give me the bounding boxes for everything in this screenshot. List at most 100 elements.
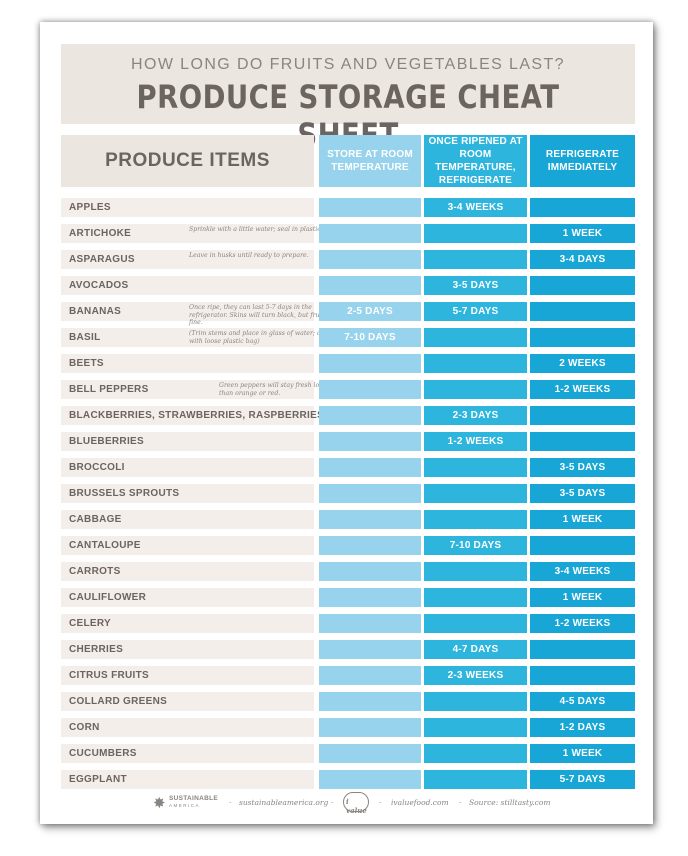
- table-row: COLLARD GREENS 4-5 DAYS: [0, 692, 688, 711]
- separator-dot: ·: [331, 798, 334, 807]
- produce-item-name: BASIL: [69, 332, 101, 343]
- table-row: CELERY 1-2 WEEKS: [0, 614, 688, 633]
- storage-tip-note: Once ripe, they can last 5-7 days in the…: [189, 304, 347, 326]
- ripened-refrigerate-cell: 3-5 DAYS: [424, 276, 527, 295]
- produce-item-name: CABBAGE: [69, 514, 122, 525]
- refrigerate-immediately-cell: 3-4 WEEKS: [530, 562, 635, 581]
- produce-item-name: CAULIFLOWER: [69, 592, 147, 603]
- room-temperature-cell: [319, 640, 421, 659]
- ivaluefood-logo: i value: [343, 792, 369, 815]
- ripened-refrigerate-cell: [424, 224, 527, 243]
- produce-item-cell: COLLARD GREENS: [61, 692, 314, 711]
- table-row: CITRUS FRUITS 2-3 WEEKS: [0, 666, 688, 685]
- ripened-refrigerate-cell: [424, 328, 527, 347]
- refrigerate-immediately-cell: [530, 432, 635, 451]
- table-row: CANTALOUPE 7-10 DAYS: [0, 536, 688, 555]
- produce-item-name: BLACKBERRIES, STRAWBERRIES, RASPBERRIES: [69, 410, 325, 421]
- produce-item-cell: BASIL (Trim stems and place in glass of w…: [61, 328, 334, 347]
- ripened-refrigerate-cell: 5-7 DAYS: [424, 302, 527, 321]
- refrigerate-immediately-cell: [530, 640, 635, 659]
- room-temperature-cell: [319, 666, 421, 685]
- refrigerate-immediately-cell: 2 WEEKS: [530, 354, 635, 373]
- produce-item-name: CHERRIES: [69, 644, 124, 655]
- produce-item-cell: BLUEBERRIES: [61, 432, 314, 451]
- produce-item-name: COLLARD GREENS: [69, 696, 168, 707]
- refrigerate-immediately-cell: [530, 328, 635, 347]
- table-row: CABBAGE 1 WEEK: [0, 510, 688, 529]
- storage-tip-note: Green peppers will stay fresh longer tha…: [219, 382, 334, 397]
- table-row: APPLES 3-4 WEEKS: [0, 198, 688, 217]
- produce-item-cell: APPLES: [61, 198, 314, 217]
- room-temperature-cell: [319, 562, 421, 581]
- table-row: CAULIFLOWER 1 WEEK: [0, 588, 688, 607]
- storage-tip-note: Leave in husks until ready to prepare.: [189, 252, 309, 259]
- refrigerate-immediately-cell: 3-5 DAYS: [530, 484, 635, 503]
- ripened-refrigerate-cell: [424, 458, 527, 477]
- produce-item-cell: BLACKBERRIES, STRAWBERRIES, RASPBERRIES: [61, 406, 324, 425]
- produce-item-name: AVOCADOS: [69, 280, 129, 291]
- ripened-refrigerate-cell: [424, 250, 527, 269]
- produce-item-cell: BEETS: [61, 354, 314, 373]
- room-temperature-cell: [319, 718, 421, 737]
- sustainable-america-link[interactable]: sustainableamerica.org: [239, 798, 329, 807]
- produce-item-cell: CARROTS: [61, 562, 314, 581]
- room-temperature-cell: [319, 536, 421, 555]
- room-temperature-cell: [319, 224, 421, 243]
- ivaluefood-link[interactable]: ivaluefood.com: [391, 798, 449, 807]
- produce-item-name: ARTICHOKE: [69, 228, 132, 239]
- produce-item-name: BEETS: [69, 358, 104, 369]
- refrigerate-immediately-cell: 1 WEEK: [530, 510, 635, 529]
- room-temperature-cell: [319, 276, 421, 295]
- refrigerate-immediately-cell: 4-5 DAYS: [530, 692, 635, 711]
- table-row: BELL PEPPERS Green peppers will stay fres…: [0, 380, 688, 399]
- refrigerate-immediately-cell: [530, 276, 635, 295]
- column-header-ripened-refrigerate: ONCE RIPENED AT ROOM TEMPERATURE, REFRIG…: [424, 135, 527, 187]
- table-row: AVOCADOS 3-5 DAYS: [0, 276, 688, 295]
- table-row: ASPARAGUS Leave in husks until ready to p…: [0, 250, 688, 269]
- produce-item-cell: CELERY: [61, 614, 314, 633]
- storage-tip-note: (Trim stems and place in glass of water;…: [189, 330, 335, 345]
- ripened-refrigerate-cell: 2-3 WEEKS: [424, 666, 527, 685]
- produce-item-cell: ARTICHOKE Sprinkle with a little water; s…: [61, 224, 336, 243]
- refrigerate-immediately-cell: [530, 536, 635, 555]
- produce-item-cell: CUCUMBERS: [61, 744, 314, 763]
- produce-item-name: CUCUMBERS: [69, 748, 137, 759]
- ripened-refrigerate-cell: [424, 510, 527, 529]
- produce-item-cell: BROCCOLI: [61, 458, 314, 477]
- room-temperature-cell: [319, 744, 421, 763]
- ripened-refrigerate-cell: [424, 692, 527, 711]
- ripened-refrigerate-cell: 4-7 DAYS: [424, 640, 527, 659]
- column-header-items: PRODUCE ITEMS: [61, 135, 314, 187]
- room-temperature-cell: [319, 458, 421, 477]
- room-temperature-cell: [319, 588, 421, 607]
- room-temperature-cell: [319, 770, 421, 789]
- sustainable-america-logo: ✸ SUSTAINABLE AMERICA: [153, 794, 223, 812]
- table-row: BLUEBERRIES 1-2 WEEKS: [0, 432, 688, 451]
- produce-item-name: BRUSSELS SPROUTS: [69, 488, 180, 499]
- table-row: BRUSSELS SPROUTS 3-5 DAYS: [0, 484, 688, 503]
- produce-item-cell: CANTALOUPE: [61, 536, 314, 555]
- produce-item-name: CARROTS: [69, 566, 121, 577]
- ivaluefood-logo-text: i value: [346, 797, 367, 815]
- logo-line-1: SUSTAINABLE: [169, 795, 219, 802]
- footer: ✸ SUSTAINABLE AMERICA · sustainableameri…: [61, 792, 635, 815]
- produce-item-name: EGGPLANT: [69, 774, 127, 785]
- produce-item-cell: CAULIFLOWER: [61, 588, 314, 607]
- table-row: BROCCOLI 3-5 DAYS: [0, 458, 688, 477]
- table-row: CARROTS 3-4 WEEKS: [0, 562, 688, 581]
- refrigerate-immediately-cell: [530, 666, 635, 685]
- refrigerate-immediately-cell: 1 WEEK: [530, 588, 635, 607]
- produce-item-name: CITRUS FRUITS: [69, 670, 150, 681]
- produce-item-name: BLUEBERRIES: [69, 436, 144, 447]
- room-temperature-cell: [319, 484, 421, 503]
- separator-dot: ·: [379, 798, 382, 807]
- refrigerate-immediately-cell: [530, 302, 635, 321]
- ripened-refrigerate-cell: 3-4 WEEKS: [424, 198, 527, 217]
- ripened-refrigerate-cell: [424, 718, 527, 737]
- room-temperature-cell: [319, 198, 421, 217]
- room-temperature-cell: [319, 614, 421, 633]
- produce-item-name: ASPARAGUS: [69, 254, 135, 265]
- ripened-refrigerate-cell: [424, 744, 527, 763]
- room-temperature-cell: [319, 510, 421, 529]
- produce-item-name: CORN: [69, 722, 100, 733]
